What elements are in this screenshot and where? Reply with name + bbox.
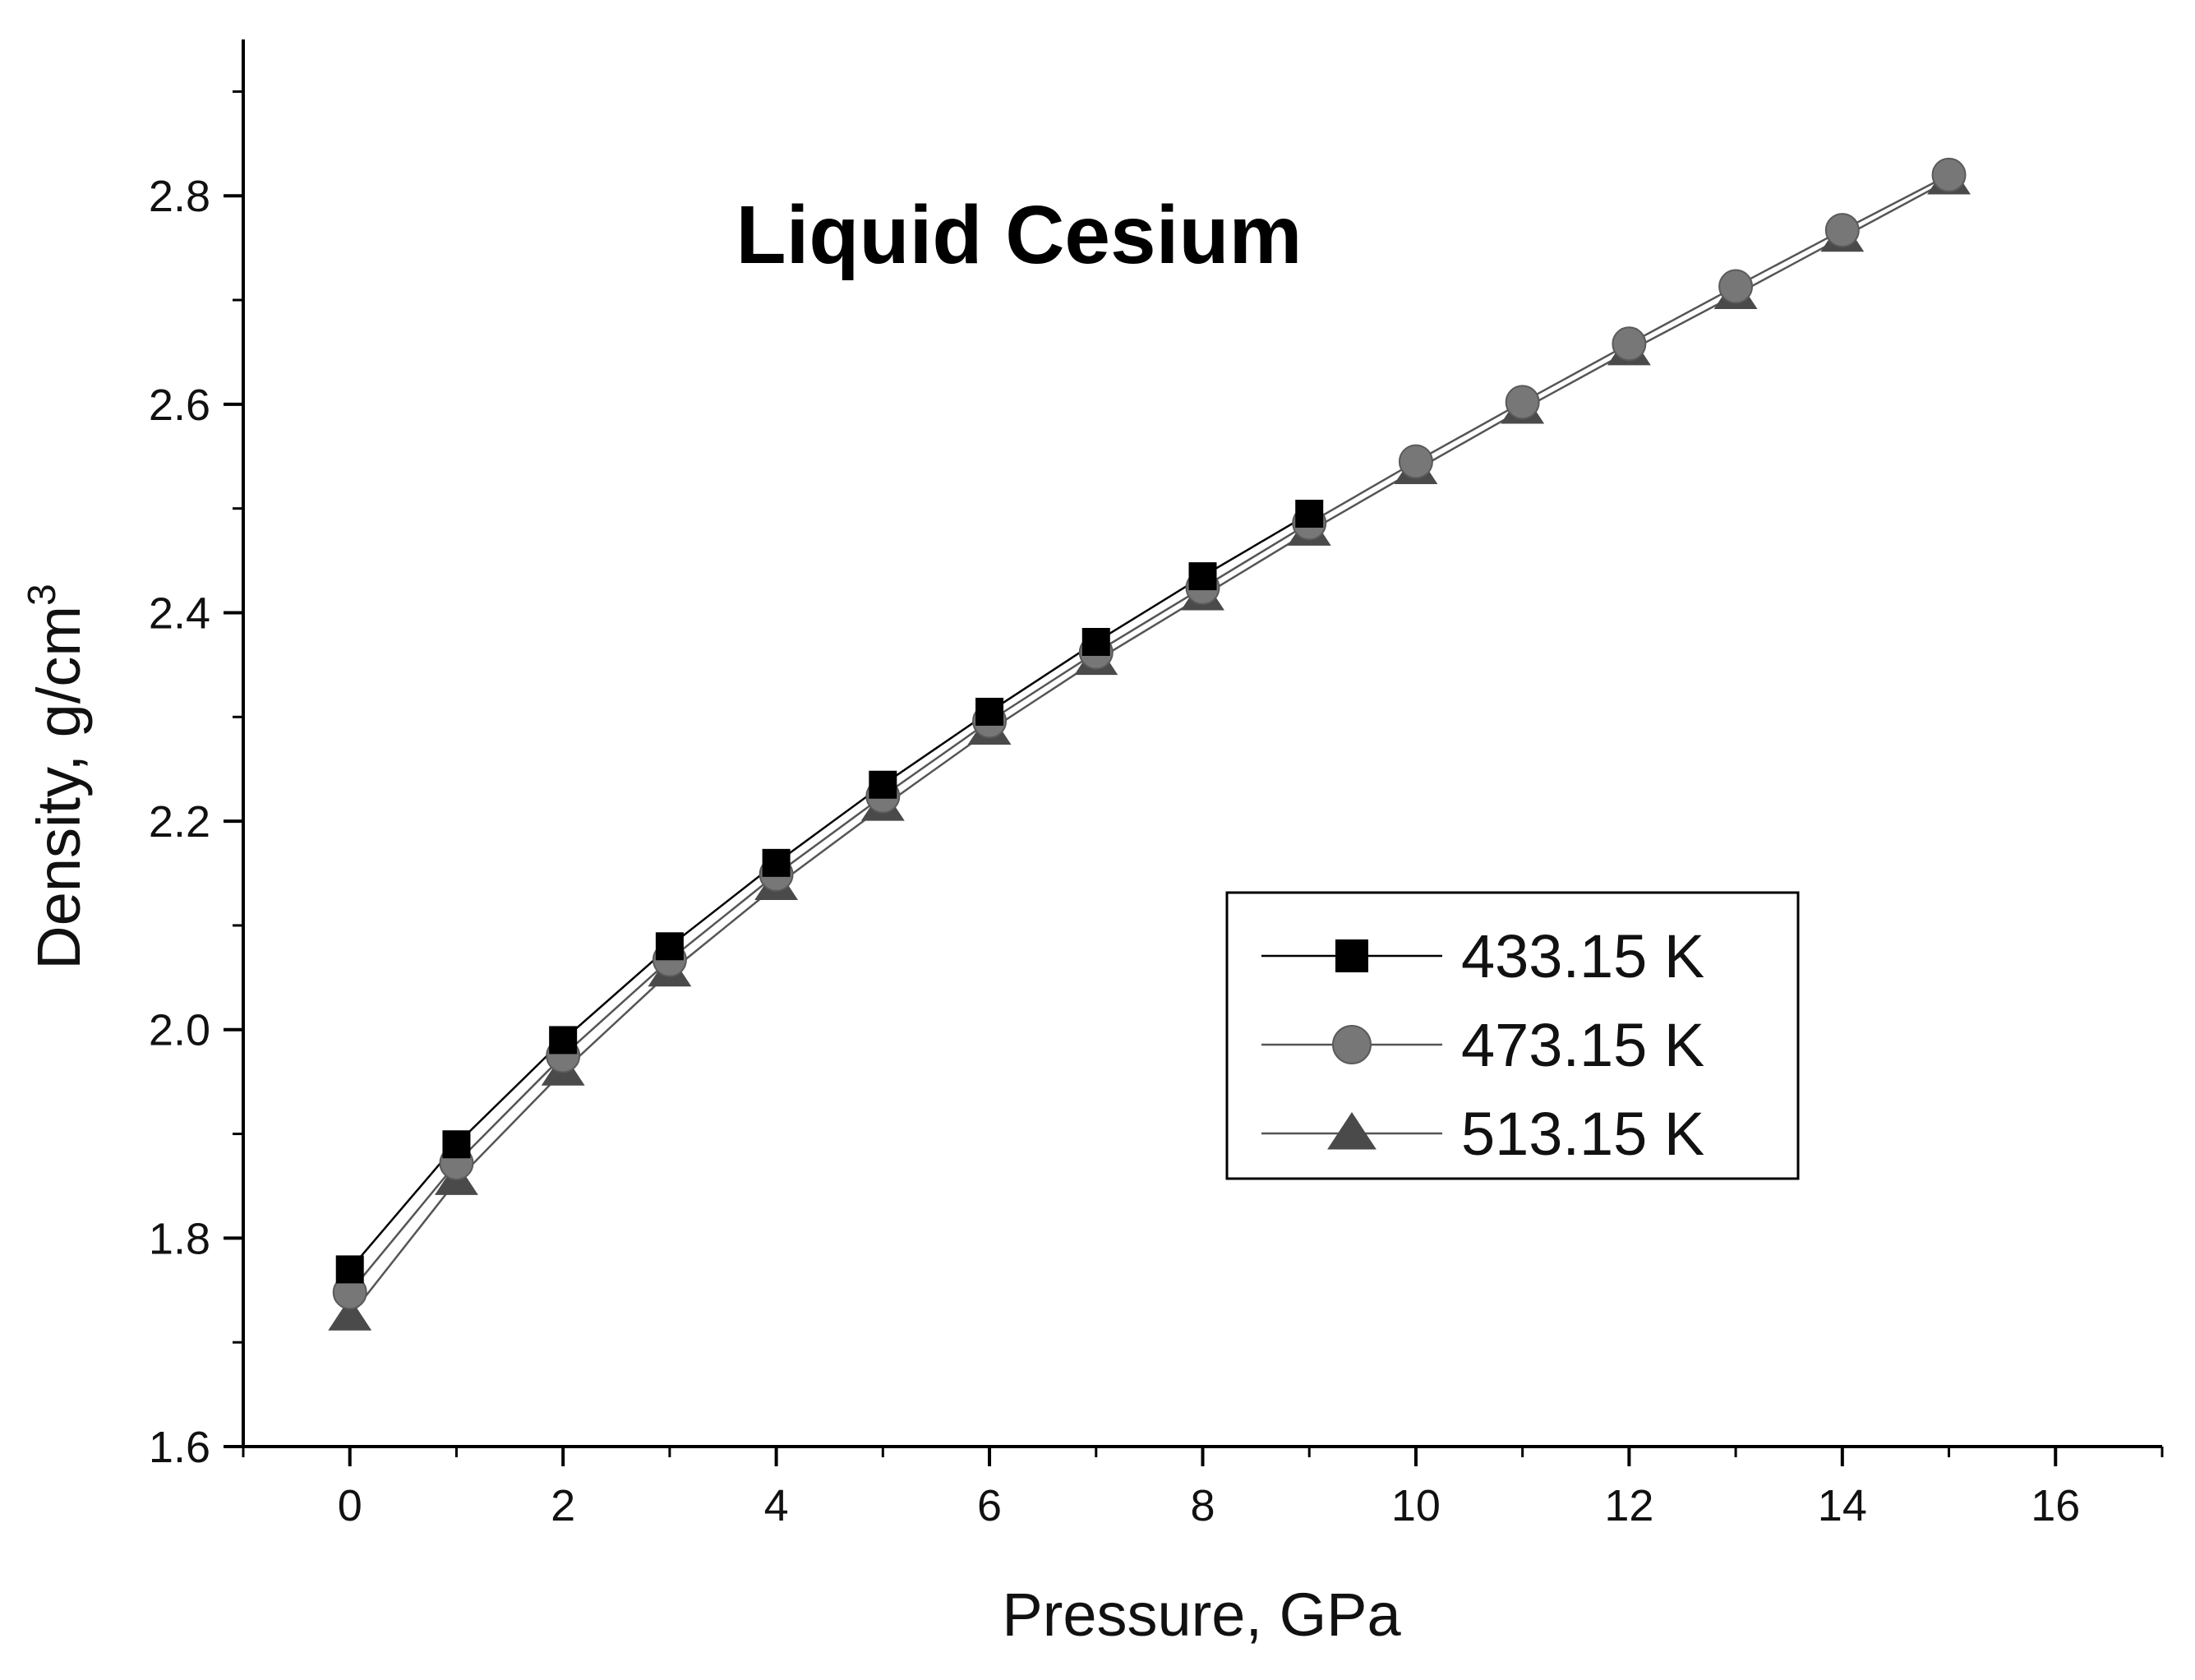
series-markers-square <box>335 500 1324 1284</box>
y-tick-label: 2.6 <box>149 381 210 430</box>
x-axis-title: Pressure, GPa <box>1002 1581 1401 1649</box>
data-point-square <box>655 932 684 961</box>
x-tick-label: 16 <box>2031 1481 2080 1530</box>
y-tick-label: 1.6 <box>149 1423 210 1472</box>
data-point-square <box>762 848 791 877</box>
data-point-square <box>1081 627 1110 656</box>
legend-label: 433.15 K <box>1461 922 1704 990</box>
data-point-circle <box>1824 213 1860 248</box>
data-point-circle <box>1718 269 1754 304</box>
y-axis-title-main: Density, g/cm <box>25 606 93 970</box>
x-tick-label: 12 <box>1604 1481 1653 1530</box>
data-point-triangle <box>328 1297 372 1331</box>
x-tick-label: 6 <box>977 1481 1002 1530</box>
series-line <box>348 512 1310 1271</box>
x-tick-label: 8 <box>1190 1481 1215 1530</box>
series-circle <box>348 173 1950 1294</box>
data-point-square <box>975 697 1004 726</box>
legend-entry: 473.15 K <box>1261 1011 1704 1079</box>
series-line <box>348 173 1950 1294</box>
x-tick-label: 2 <box>551 1481 575 1530</box>
y-tick-label: 1.8 <box>149 1214 210 1263</box>
data-point-square <box>549 1026 578 1055</box>
series-square <box>348 512 1310 1271</box>
x-tick-label: 10 <box>1391 1481 1441 1530</box>
chart-title: Liquid Cesium <box>736 189 1303 281</box>
data-point-circle <box>1931 157 1967 192</box>
data-point-square <box>869 770 897 799</box>
legend-entry: 513.15 K <box>1261 1100 1704 1168</box>
data-point-circle <box>1398 444 1433 479</box>
legend-label: 473.15 K <box>1461 1011 1704 1079</box>
data-point-triangle <box>1327 1112 1376 1150</box>
series-line <box>348 179 1950 1318</box>
y-axis-title: Density, g/cm3 <box>21 584 93 969</box>
y-tick-label: 2.4 <box>149 588 210 638</box>
legend: 433.15 K 473.15 K 513.15 K <box>1225 891 1800 1180</box>
y-tick-label: 2.2 <box>149 797 210 847</box>
legend-entry: 433.15 K <box>1261 922 1704 990</box>
axes: 0 2 4 6 8 10 12 14 16 1.6 1.8 2.0 2.2 2.4 2.6 2.8 <box>149 39 2164 1530</box>
series-triangle <box>348 179 1950 1318</box>
x-tick-label: 14 <box>1818 1481 1867 1530</box>
y-tick-label: 2.0 <box>149 1006 210 1055</box>
y-tick-label: 2.8 <box>149 172 210 221</box>
legend-entries: 433.15 K 473.15 K 513.15 K <box>1261 922 1704 1168</box>
data-point-square <box>442 1130 471 1159</box>
x-tick-label: 0 <box>338 1481 362 1530</box>
data-point-square <box>1295 500 1324 528</box>
data-point-circle <box>1505 385 1540 420</box>
data-point-circle <box>1612 326 1647 362</box>
data-point-circle <box>1332 1025 1372 1064</box>
legend-label: 513.15 K <box>1461 1100 1704 1168</box>
data-point-square <box>1188 562 1217 591</box>
data-point-square <box>335 1255 364 1284</box>
series-layer <box>328 157 1971 1331</box>
x-tick-label: 4 <box>764 1481 789 1530</box>
data-point-square <box>1335 939 1368 972</box>
y-axis-title-superscript: 3 <box>21 584 64 606</box>
legend-box <box>1225 891 1800 1180</box>
